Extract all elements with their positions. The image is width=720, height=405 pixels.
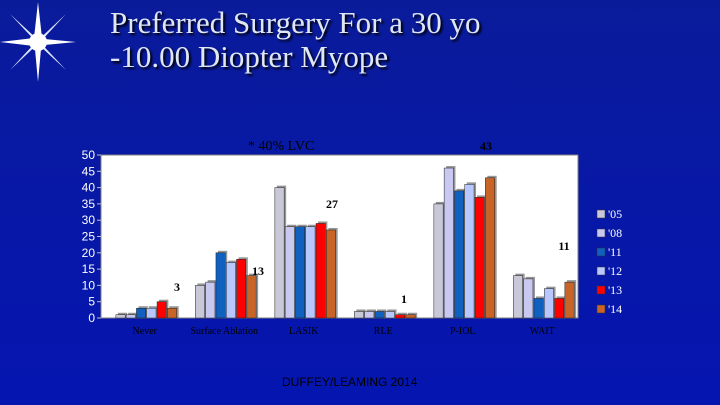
legend-swatch xyxy=(596,228,606,238)
bar xyxy=(474,197,485,319)
bar xyxy=(136,307,146,319)
plot-area xyxy=(100,154,579,319)
bar xyxy=(385,311,395,319)
y-tick-label: 50 xyxy=(82,148,96,162)
x-tick-label: RLE xyxy=(374,326,393,337)
y-tick-label: 30 xyxy=(82,213,96,227)
bar xyxy=(364,311,375,319)
legend-swatch xyxy=(596,209,606,219)
data-label: 3 xyxy=(174,280,180,294)
x-tick-label: LASIK xyxy=(289,326,319,337)
legend-label: '08 xyxy=(608,226,622,240)
bar xyxy=(374,311,385,319)
bar xyxy=(464,184,475,319)
data-label: 13 xyxy=(252,264,264,278)
bar xyxy=(215,252,226,319)
y-tick-label: 45 xyxy=(82,164,96,178)
chart-annotation: * 40% LVC xyxy=(248,139,314,154)
y-tick-label: 25 xyxy=(82,230,96,244)
legend-swatch xyxy=(596,266,606,276)
data-labels: 3 13 27 1 43 11 xyxy=(174,139,570,306)
legend-label: '12 xyxy=(608,264,622,278)
legend-swatch xyxy=(596,247,606,257)
y-tick-label: 35 xyxy=(82,197,96,211)
bar xyxy=(513,275,523,319)
bar xyxy=(236,259,247,319)
bar xyxy=(315,223,326,319)
y-tick-label: 0 xyxy=(88,311,95,325)
bar xyxy=(305,226,316,319)
bars xyxy=(115,166,577,319)
bar xyxy=(226,262,236,319)
bar xyxy=(354,311,364,319)
bar xyxy=(454,190,465,319)
data-label: 27 xyxy=(326,197,338,211)
bar xyxy=(554,298,565,319)
sparkle-star-icon xyxy=(0,2,76,82)
legend-label: '13 xyxy=(608,283,622,297)
bar xyxy=(405,314,416,319)
bar xyxy=(115,314,126,319)
y-tick-label: 15 xyxy=(82,262,96,276)
bar xyxy=(485,177,495,319)
bar xyxy=(284,226,295,319)
bar xyxy=(274,187,285,319)
bar xyxy=(533,298,544,319)
bar xyxy=(395,314,406,319)
slide-footer: DUFFEY/LEAMING 2014 xyxy=(282,375,418,389)
bar xyxy=(433,203,444,319)
x-tick-label: Never xyxy=(133,326,158,337)
x-tick-label: Surface Ablation xyxy=(191,326,258,337)
bar xyxy=(125,314,136,319)
slide-title-line-1: Preferred Surgery For a 30 yo xyxy=(110,5,481,40)
legend-swatch xyxy=(596,285,606,295)
bar xyxy=(167,307,177,319)
y-tick-label: 40 xyxy=(82,181,96,195)
plot-background xyxy=(100,154,579,319)
slide-title-line-2: -10.00 Diopter Myope xyxy=(110,39,389,74)
x-axis-labels: Never Surface Ablation LASIK RLE P-IOL WAIT xyxy=(133,326,555,337)
data-label: 1 xyxy=(401,292,407,306)
bar xyxy=(205,281,216,319)
bar xyxy=(326,229,336,319)
legend-label: '14 xyxy=(608,302,622,316)
legend-label: '11 xyxy=(608,245,622,259)
legend: '05 '08 '11 '12 '13 '14 xyxy=(596,207,622,316)
bar xyxy=(523,278,534,319)
slide-title: Preferred Surgery For a 30 yo -10.00 Dio… xyxy=(110,6,710,74)
bar xyxy=(146,307,157,319)
y-tick-label: 5 xyxy=(88,295,95,309)
bar xyxy=(443,167,454,319)
bar xyxy=(156,301,167,319)
data-label: 43 xyxy=(480,139,492,153)
y-axis: 0 5 10 15 20 25 30 35 40 45 50 xyxy=(82,148,102,325)
legend-swatch xyxy=(596,304,606,314)
legend-label: '05 xyxy=(608,207,622,221)
bar xyxy=(544,288,554,319)
bar xyxy=(195,285,205,319)
y-tick-label: 10 xyxy=(82,278,96,292)
x-tick-label: P-IOL xyxy=(450,326,476,337)
bar xyxy=(564,281,575,319)
y-tick-label: 20 xyxy=(82,246,96,260)
bar xyxy=(246,275,257,319)
data-label: 11 xyxy=(558,239,569,253)
bar xyxy=(295,226,306,319)
x-tick-label: WAIT xyxy=(530,326,555,337)
